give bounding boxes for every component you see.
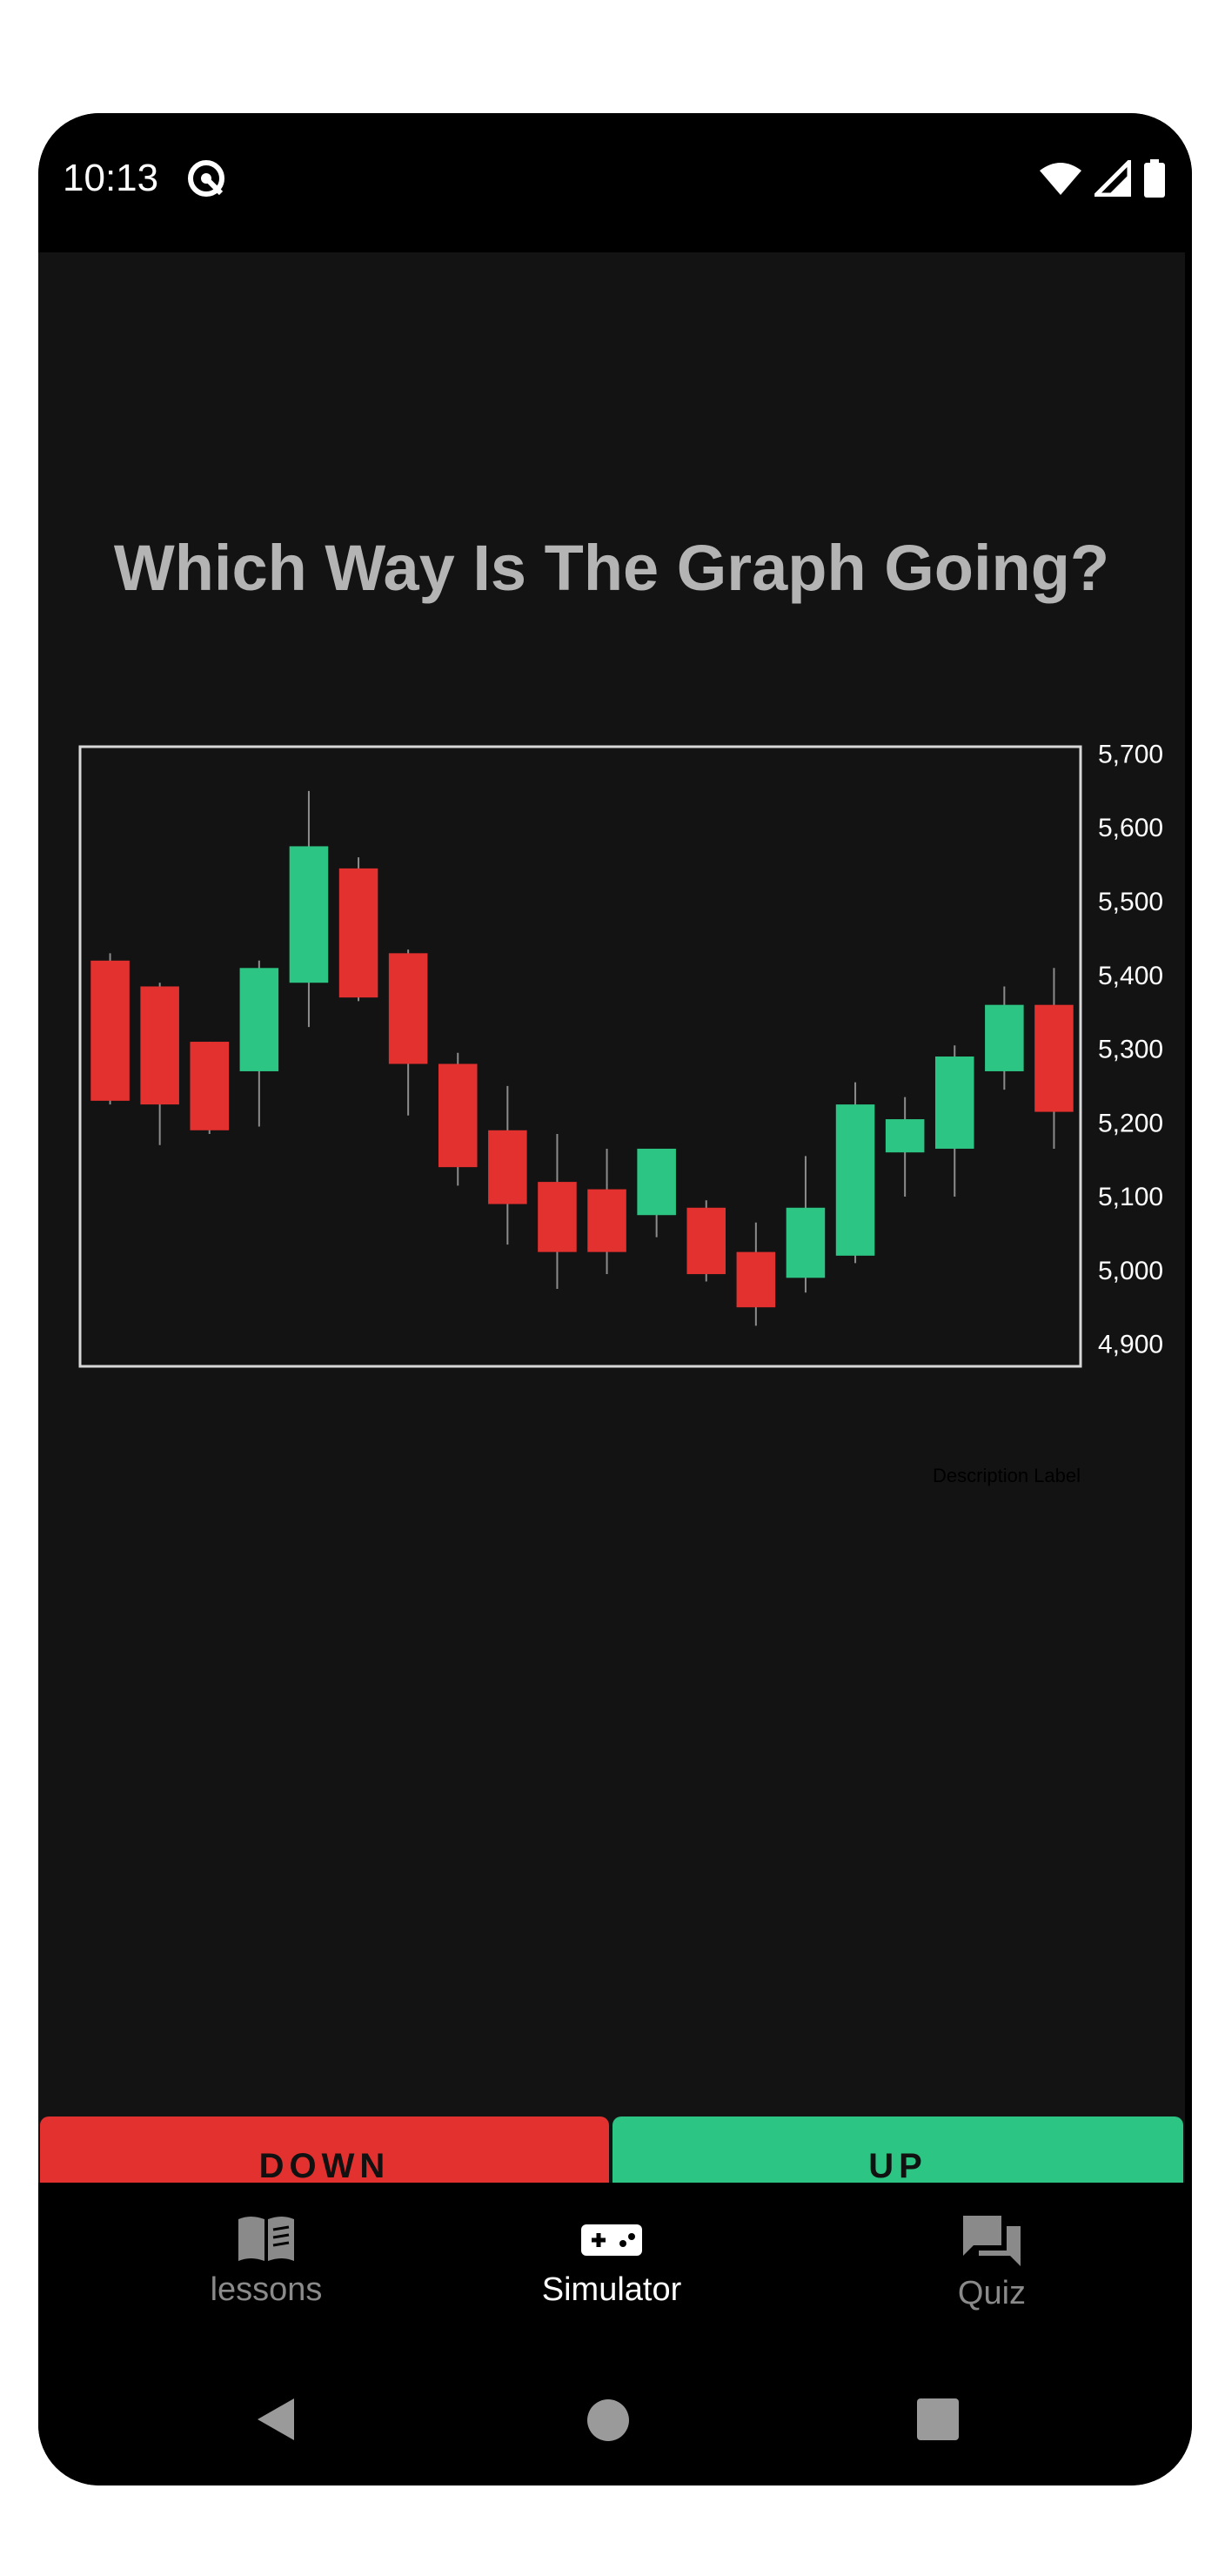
candlestick-chart-container: 5,700 5,600 5,500 5,400 5,300 5,200 5,100 5,000… [38, 740, 1185, 1523]
candle [934, 1045, 974, 1197]
candle [538, 1134, 577, 1289]
nav-item-quiz[interactable]: Quiz [861, 2214, 1122, 2312]
bullish-candle-body [239, 968, 279, 1071]
y-tick-label: 5,500 [1098, 888, 1163, 916]
bearish-candle-body [686, 1207, 726, 1275]
bullish-candle-body [786, 1207, 826, 1278]
candlestick-chart: 5,700 5,600 5,500 5,400 5,300 5,200 5,100 5,000… [78, 740, 1163, 1486]
cell-signal-icon [1094, 160, 1131, 197]
candle [488, 1085, 527, 1245]
bullish-candle-body [289, 846, 329, 983]
status-bar: 10:13 [38, 113, 1192, 252]
page-title: Which Way Is The Graph Going? [113, 532, 1110, 604]
candle [388, 949, 428, 1116]
candle [1034, 968, 1074, 1149]
chart-frame [78, 745, 1082, 1368]
bullish-candle-body [985, 1004, 1024, 1071]
simulator-screen: Which Way Is The Graph Going? 5,700 5,600… [38, 252, 1185, 2216]
app-notification-icon [188, 160, 224, 197]
candle [438, 1052, 478, 1186]
candle [90, 953, 130, 1105]
system-navigation-bar [38, 2357, 1192, 2485]
bearish-candle-body [1034, 1004, 1074, 1112]
book-open-icon [238, 2217, 294, 2261]
nav-item-simulator[interactable]: Simulator [481, 2214, 742, 2309]
bearish-candle-body [587, 1189, 626, 1252]
status-time: 10:13 [63, 157, 159, 199]
candle [786, 1156, 826, 1293]
candle [338, 857, 378, 1002]
y-tick-label: 5,000 [1098, 1257, 1163, 1285]
bearish-candle-body [190, 1042, 230, 1130]
candle [140, 983, 179, 1145]
nav-label-quiz: Quiz [957, 2275, 1027, 2311]
recents-icon[interactable] [917, 2398, 959, 2440]
y-tick-label: 5,100 [1098, 1183, 1163, 1211]
nav-item-lessons[interactable]: lessons [136, 2214, 397, 2309]
candle [239, 960, 279, 1127]
candle [736, 1222, 776, 1326]
gamepad-icon [581, 2224, 642, 2256]
y-tick-label: 5,200 [1098, 1109, 1163, 1137]
home-icon[interactable] [586, 2398, 630, 2442]
bottom-navigation: lessons Simulator Quiz [38, 2183, 1192, 2357]
wifi-icon [1040, 163, 1081, 195]
forum-icon [963, 2216, 1021, 2266]
candle [190, 1042, 230, 1134]
candle [985, 986, 1024, 1090]
bearish-candle-body [140, 986, 179, 1105]
bearish-candle-body [538, 1182, 577, 1252]
bearish-candle-body [90, 960, 130, 1101]
bullish-candle-body [934, 1057, 974, 1149]
candle [289, 790, 329, 1028]
bearish-candle-body [338, 868, 378, 998]
battery-icon [1144, 159, 1165, 198]
bearish-candle-body [388, 953, 428, 1064]
bullish-candle-body [637, 1148, 676, 1216]
candle [835, 1082, 875, 1264]
y-tick-label: 4,900 [1098, 1331, 1163, 1359]
phone-frame: 10:13 Which Way Is The Graph Going? [38, 113, 1192, 2485]
candle [686, 1200, 726, 1282]
bearish-candle-body [488, 1130, 527, 1204]
nav-label-lessons: lessons [210, 2271, 323, 2308]
candle [587, 1148, 626, 1275]
candle [885, 1097, 925, 1197]
chart-description-label: Description Label [933, 1465, 1081, 1486]
y-tick-label: 5,300 [1098, 1036, 1163, 1064]
candle [637, 1148, 676, 1238]
bearish-candle-body [438, 1063, 478, 1168]
y-tick-label: 5,600 [1098, 814, 1163, 842]
back-icon[interactable] [256, 2397, 296, 2442]
nav-label-simulator: Simulator [541, 2271, 682, 2308]
bullish-candle-body [835, 1104, 875, 1256]
bullish-candle-body [885, 1119, 925, 1153]
bearish-candle-body [736, 1251, 776, 1308]
y-tick-label: 5,400 [1098, 962, 1163, 990]
y-tick-label: 5,700 [1098, 740, 1163, 768]
